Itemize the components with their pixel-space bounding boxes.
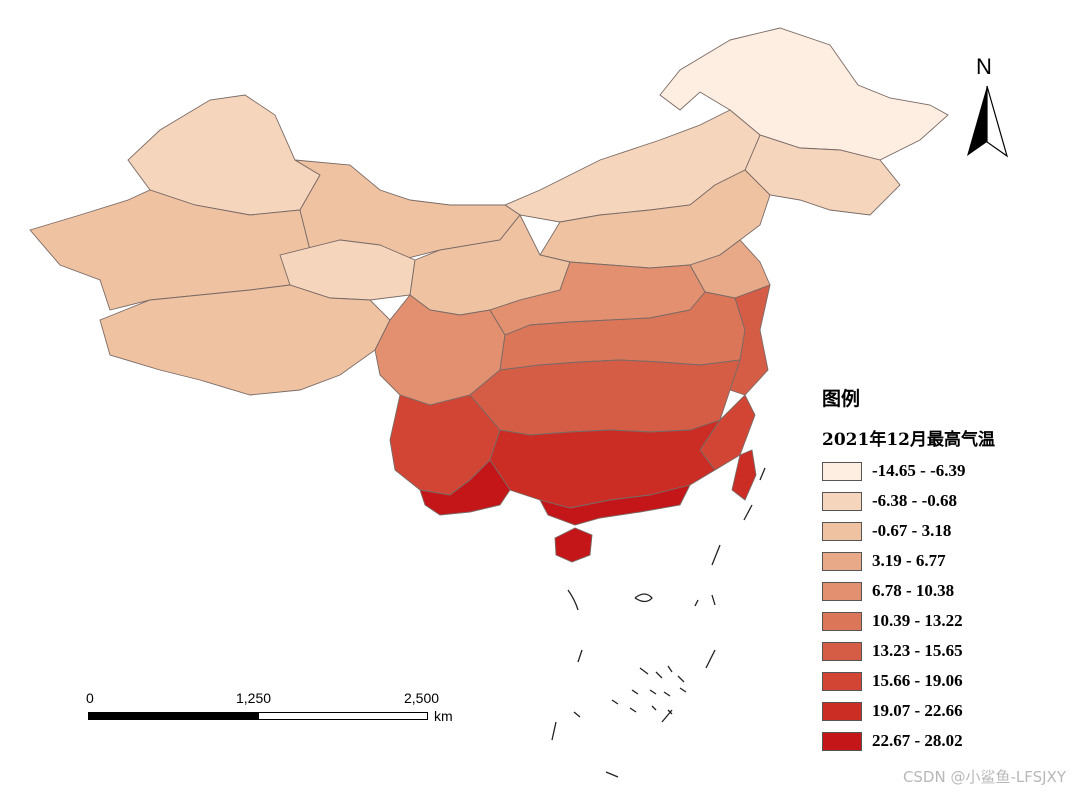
legend-label: 10.39 - 13.22 — [872, 611, 963, 630]
legend-label: 22.67 - 28.02 — [872, 731, 963, 750]
legend-item: 15.66 - 19.06 — [822, 666, 995, 696]
legend-item: 6.78 - 10.38 — [822, 576, 995, 606]
legend-item: 19.07 - 22.66 — [822, 696, 995, 726]
legend-item: -0.67 - 3.18 — [822, 516, 995, 546]
legend-swatch — [822, 521, 862, 541]
legend-swatch — [822, 581, 862, 601]
legend-item: 3.19 - 6.77 — [822, 546, 995, 576]
legend-subtitle: 2021年12月最高气温 — [822, 430, 995, 450]
legend-swatch — [822, 641, 862, 661]
region-guangdong-coast — [539, 484, 691, 526]
legend-label: -14.65 - -6.39 — [872, 461, 966, 480]
legend-swatch — [822, 731, 862, 751]
legend-swatch — [822, 491, 862, 511]
legend-title: 图例 — [822, 388, 861, 410]
scale-unit: km — [434, 708, 453, 724]
scale-label-2: 2,500 — [404, 690, 440, 706]
legend-item: 10.39 - 13.22 — [822, 606, 995, 636]
legend-label: -6.38 - -0.68 — [872, 491, 957, 510]
legend-label: 3.19 - 6.77 — [872, 551, 946, 570]
legend-swatch — [822, 551, 862, 571]
region-taiwan — [731, 449, 757, 501]
scale-bar: 0 1,250 2,500 km — [86, 690, 466, 730]
region-guangxi-guangdong — [489, 419, 722, 509]
scale-label-1: 1,250 — [236, 690, 272, 706]
north-arrow: N — [962, 54, 1012, 164]
legend-swatch — [822, 671, 862, 691]
map-legend: 图例 2021年12月最高气温 -14.65 - -6.39 -6.38 - -… — [822, 384, 995, 756]
legend-item: 13.23 - 15.65 — [822, 636, 995, 666]
legend-item: 22.67 - 28.02 — [822, 726, 995, 756]
north-arrow-icon — [967, 85, 1009, 158]
region-south-central — [469, 359, 741, 436]
region-hainan — [554, 527, 593, 563]
scale-label-0: 0 — [86, 690, 94, 706]
region-yunnan-south — [419, 459, 511, 516]
watermark: CSDN @小鲨鱼-LFSJXY — [902, 768, 1066, 786]
south-china-sea-islands — [551, 467, 766, 778]
scale-bar-black-segment — [88, 712, 258, 720]
legend-label: 13.23 - 15.65 — [872, 641, 963, 660]
legend-swatch — [822, 701, 862, 721]
legend-label: 19.07 - 22.66 — [872, 701, 963, 720]
legend-swatch — [822, 461, 862, 481]
legend-label: 6.78 - 10.38 — [872, 581, 955, 600]
legend-item: -6.38 - -0.68 — [822, 486, 995, 516]
legend-items: -14.65 - -6.39 -6.38 - -0.68 -0.67 - 3.1… — [822, 456, 995, 756]
legend-label: 15.66 - 19.06 — [872, 671, 963, 690]
scale-bar-white-segment — [258, 712, 428, 720]
legend-swatch — [822, 611, 862, 631]
legend-label: -0.67 - 3.18 — [872, 521, 952, 540]
legend-item: -14.65 - -6.39 — [822, 456, 995, 486]
map-regions — [29, 27, 949, 563]
north-letter: N — [976, 54, 992, 79]
